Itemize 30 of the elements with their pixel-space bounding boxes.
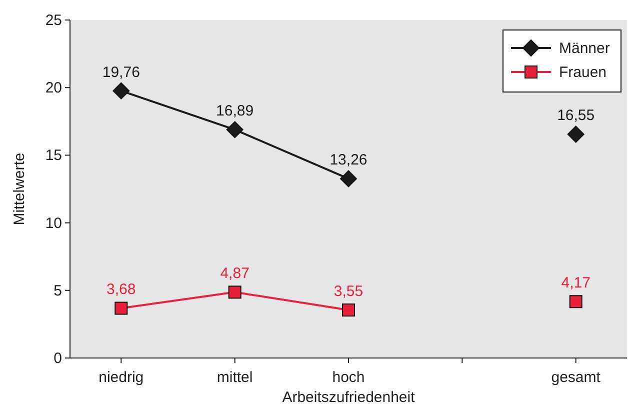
x-tick-label: mittel: [216, 369, 253, 386]
y-tick-label: 0: [54, 350, 62, 367]
y-tick-label: 25: [45, 12, 62, 29]
y-tick-label: 20: [45, 80, 62, 97]
x-axis-title: Arbeitszufriedenheit: [282, 389, 416, 406]
point: [114, 302, 128, 315]
point: [228, 286, 242, 299]
point: [342, 304, 355, 317]
point: [569, 295, 582, 308]
data-label: 19,76: [102, 64, 140, 81]
x-tick-label: gesamt: [551, 369, 602, 386]
y-axis-title: Mittelwerte: [11, 152, 28, 226]
legend-label: Frauen: [559, 64, 607, 81]
data-label: 16,55: [557, 107, 595, 124]
legend-label: Männer: [559, 40, 610, 57]
point: [340, 170, 357, 188]
data-label: 4,87: [220, 265, 250, 282]
data-label: 13,26: [330, 152, 368, 169]
x-tick-label: niedrig: [98, 369, 144, 386]
data-label: 16,89: [216, 102, 254, 120]
point: [226, 121, 244, 138]
data-label: 4,17: [561, 274, 590, 292]
data-label: 3,68: [106, 281, 136, 298]
y-tick-label: 5: [54, 282, 62, 300]
data-label: 3,55: [334, 283, 364, 300]
point: [567, 126, 584, 143]
y-tick-label: 10: [45, 214, 62, 232]
point: [112, 82, 130, 100]
y-tick-label: 15: [45, 147, 62, 164]
x-tick-label: hoch: [332, 369, 365, 386]
